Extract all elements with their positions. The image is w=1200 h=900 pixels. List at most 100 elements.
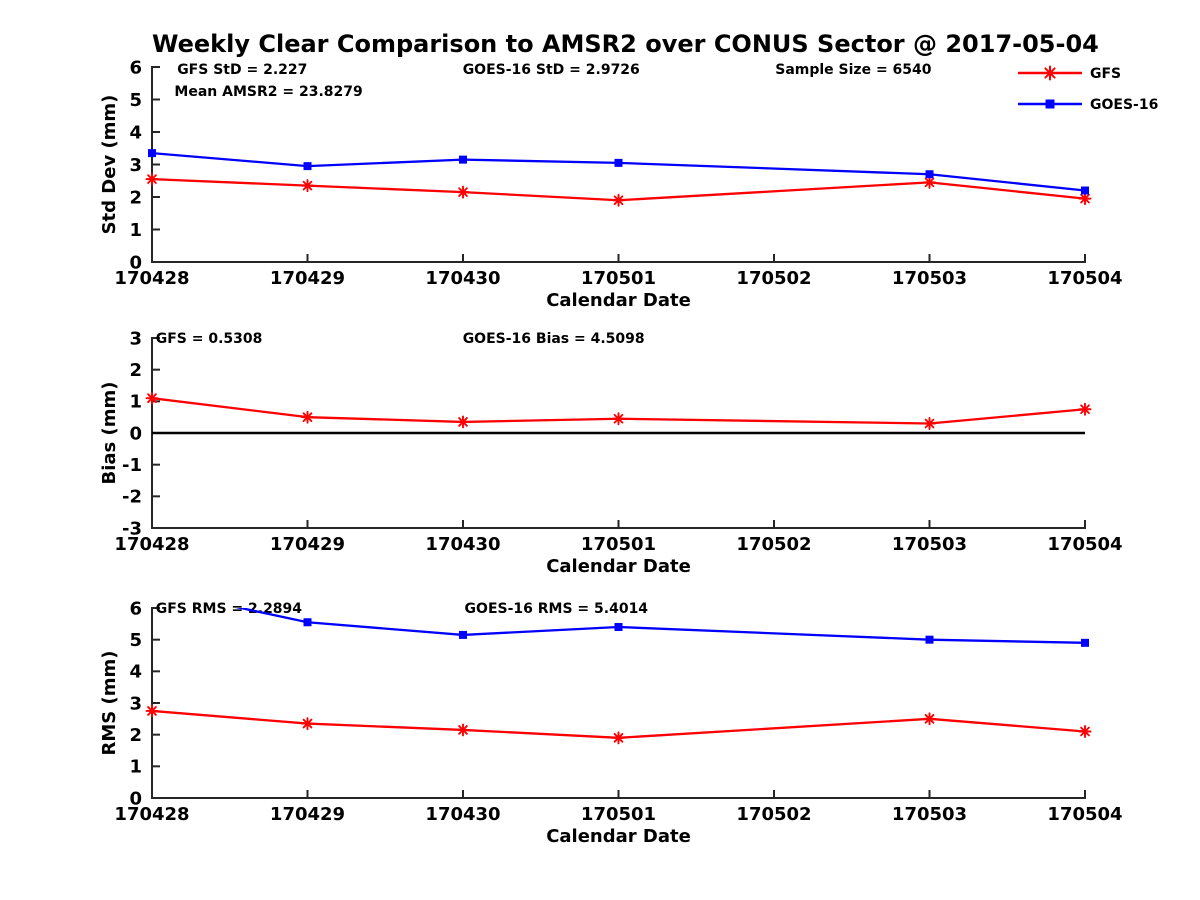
series-line-gfs bbox=[152, 397, 1085, 425]
y-tick-label: -2 bbox=[122, 487, 142, 508]
marker-gfs bbox=[301, 410, 314, 424]
marker-spoke bbox=[924, 713, 935, 724]
marker-spoke bbox=[1080, 726, 1090, 737]
x-tick-label: 170504 bbox=[1047, 534, 1122, 555]
marker-gfs bbox=[456, 723, 470, 737]
marker-goes-16 bbox=[303, 162, 312, 171]
marker-gfs bbox=[145, 704, 159, 718]
x-tick-label: 170502 bbox=[736, 268, 811, 289]
marker-goes-16 bbox=[1081, 186, 1089, 195]
series-line-gfs bbox=[152, 709, 1085, 739]
y-tick-label: 4 bbox=[129, 122, 142, 143]
y-tick-label: 4 bbox=[129, 662, 142, 683]
x-tick-label: 170428 bbox=[114, 534, 189, 555]
series-line-group-gfs bbox=[152, 177, 1085, 202]
marker-spoke bbox=[924, 418, 935, 429]
x-tick-label: 170504 bbox=[1047, 804, 1122, 825]
marker-goes-16 bbox=[303, 618, 312, 627]
y-tick-label: -1 bbox=[122, 455, 142, 476]
marker-spoke bbox=[613, 413, 624, 424]
x-tick-label: 170430 bbox=[425, 534, 500, 555]
subplot-std-dev: 0 1 2 3 4 5 6 170428 170429 170430 170501 170502 170… bbox=[99, 57, 1123, 311]
marker-gfs bbox=[1078, 402, 1092, 416]
marker-gfs bbox=[923, 712, 936, 726]
marker-goes-16 bbox=[1081, 638, 1089, 647]
marker-spoke bbox=[924, 177, 935, 188]
marker-goes-16 bbox=[925, 170, 934, 179]
series-line-group-goes-16 bbox=[235, 608, 1085, 644]
y-tick-label: 0 bbox=[129, 252, 142, 273]
marker-gfs bbox=[145, 391, 159, 405]
y-tick-label: 6 bbox=[129, 598, 142, 619]
marker-gfs bbox=[923, 417, 936, 430]
legend-item-gfs: GFS bbox=[1018, 65, 1121, 82]
marker-spoke bbox=[458, 725, 468, 735]
marker-gfs bbox=[456, 415, 470, 429]
y-tick-label: 6 bbox=[129, 57, 142, 78]
y-tick-label: 3 bbox=[129, 693, 142, 714]
x-tick-label: 170503 bbox=[892, 804, 967, 825]
y-tick-label: 2 bbox=[129, 360, 142, 381]
chart-annotation: GOES-16 RMS = 5.4014 bbox=[465, 601, 649, 617]
y-tick-label: 1 bbox=[129, 220, 142, 241]
y-axis-label: RMS (mm) bbox=[99, 651, 120, 756]
marker-spoke bbox=[1080, 193, 1090, 204]
x-tick-label: 170501 bbox=[581, 268, 656, 289]
y-tick-label: 5 bbox=[129, 630, 142, 651]
x-tick-label: 170502 bbox=[736, 804, 811, 825]
y-tick-label: 2 bbox=[129, 725, 142, 746]
marker-spoke bbox=[613, 195, 624, 206]
marker-gfs bbox=[612, 731, 625, 745]
y-tick-label: 5 bbox=[129, 90, 142, 111]
x-tick-label: 170501 bbox=[581, 534, 656, 555]
y-axis-label: Bias (mm) bbox=[99, 382, 120, 485]
marker-gfs bbox=[1078, 725, 1092, 738]
legend-marker bbox=[1042, 65, 1058, 81]
x-tick-label: 170429 bbox=[270, 268, 345, 289]
legend-label: GFS bbox=[1090, 66, 1121, 82]
y-tick-label: 1 bbox=[129, 392, 142, 413]
marker-gfs bbox=[612, 412, 625, 426]
series-line-goes-16 bbox=[235, 608, 1085, 644]
series-line-group-gfs bbox=[152, 397, 1085, 425]
x-tick-label: 170430 bbox=[425, 268, 500, 289]
x-axis-label: Calendar Date bbox=[546, 826, 691, 847]
x-tick-label: 170429 bbox=[270, 804, 345, 825]
marker-goes-16 bbox=[148, 149, 156, 158]
x-tick-label: 170502 bbox=[736, 534, 811, 555]
x-tick-label: 170428 bbox=[114, 268, 189, 289]
x-tick-label: 170501 bbox=[581, 804, 656, 825]
subplot-rms: 0 1 2 3 4 5 6 170428 170429 170430 170501 170502 170… bbox=[99, 598, 1123, 847]
x-tick-label: 170503 bbox=[892, 268, 967, 289]
series-line-goes-16 bbox=[152, 151, 1085, 192]
legend: GFS GOES-16 bbox=[1018, 65, 1158, 113]
y-tick-label: 0 bbox=[129, 788, 142, 809]
marker-goes-16 bbox=[459, 155, 467, 164]
legend-label: GOES-16 bbox=[1090, 97, 1158, 113]
marker-spoke bbox=[1080, 404, 1090, 415]
x-tick-label: 170430 bbox=[425, 804, 500, 825]
figure-title: Weekly Clear Comparison to AMSR2 over CO… bbox=[152, 30, 1099, 58]
chart-annotation: GFS = 0.5308 bbox=[156, 331, 263, 347]
y-tick-label: 2 bbox=[129, 187, 142, 208]
marker-gfs bbox=[612, 193, 625, 207]
series-line-group-gfs bbox=[152, 709, 1085, 739]
legend-marker bbox=[1045, 99, 1055, 109]
y-tick-label: -3 bbox=[122, 518, 142, 539]
marker-spoke bbox=[1044, 67, 1056, 79]
marker-spoke bbox=[458, 187, 468, 197]
marker-gfs bbox=[923, 175, 936, 189]
series-line-group-goes-16 bbox=[152, 151, 1085, 192]
marker-gfs bbox=[301, 717, 314, 731]
chart-annotation: GOES-16 Bias = 4.5098 bbox=[463, 331, 645, 347]
chart-annotation: GFS RMS = 2.2894 bbox=[156, 601, 303, 617]
marker-gfs bbox=[301, 179, 314, 193]
chart-annotation: Mean AMSR2 = 23.8279 bbox=[174, 84, 362, 100]
y-tick-label: 3 bbox=[129, 328, 142, 349]
x-tick-label: 170429 bbox=[270, 534, 345, 555]
y-tick-label: 1 bbox=[129, 757, 142, 778]
marker-spoke bbox=[147, 393, 157, 404]
marker-spoke bbox=[613, 732, 624, 743]
marker-spoke bbox=[302, 718, 313, 729]
